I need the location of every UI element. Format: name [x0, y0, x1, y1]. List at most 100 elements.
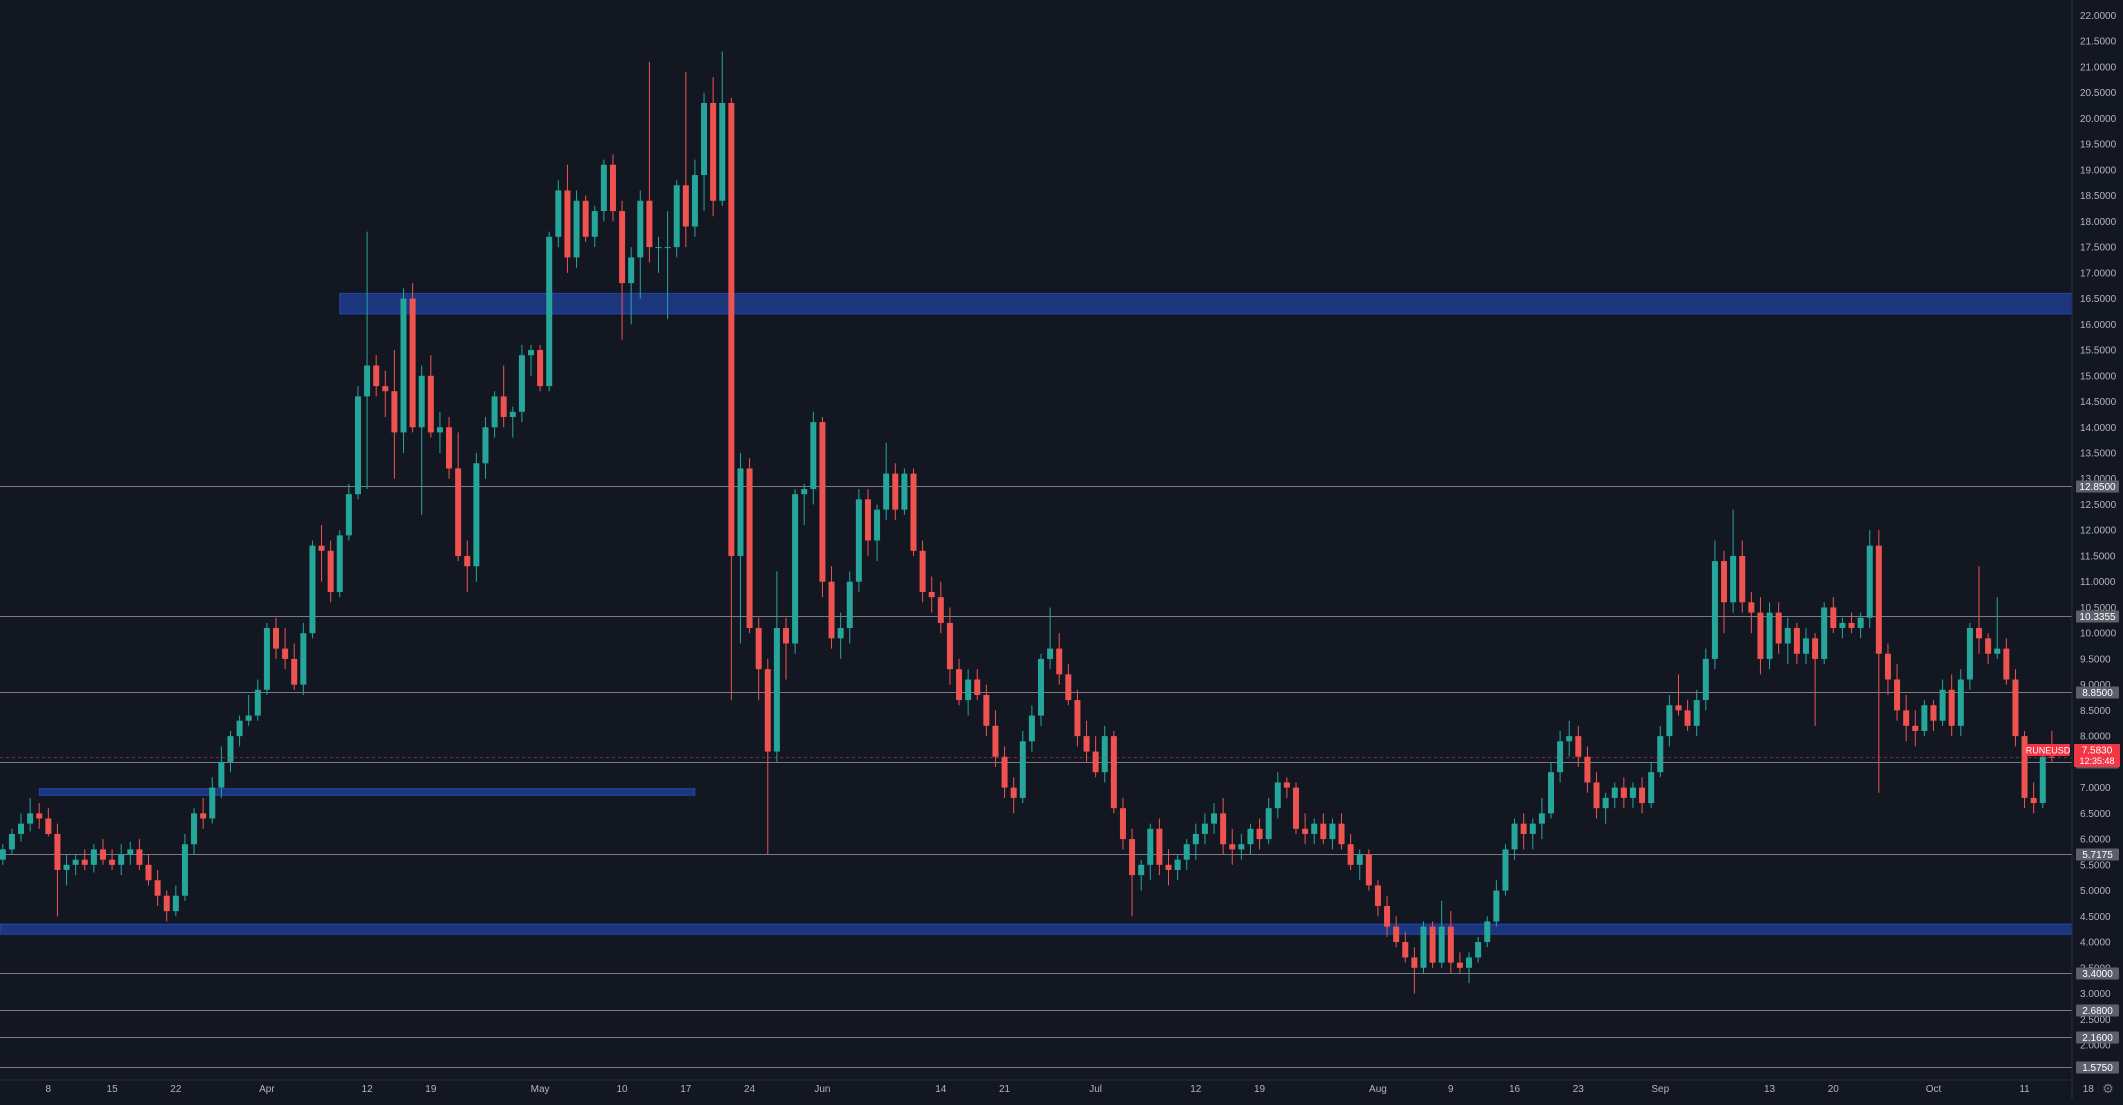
candle-87 — [792, 489, 799, 654]
candle-91 — [828, 566, 835, 649]
candle-102 — [928, 576, 935, 613]
candle-48 — [436, 411, 443, 454]
candle-body — [200, 813, 207, 819]
candle-body — [1429, 926, 1436, 963]
candle-122 — [1110, 730, 1117, 814]
candle-body — [1074, 700, 1081, 737]
candle-220 — [2003, 638, 2010, 685]
y-tick-34: 5.0000 — [2080, 886, 2111, 897]
candle-81 — [737, 453, 744, 644]
candle-body — [1138, 864, 1145, 876]
candle-21 — [191, 808, 198, 855]
candle-58 — [528, 344, 535, 376]
chart-settings-icon[interactable]: ⚙ — [2102, 1081, 2114, 1096]
candle-221 — [2012, 669, 2019, 747]
y-tick-1: 21.5000 — [2080, 37, 2117, 48]
candle-114 — [1037, 653, 1044, 726]
candle-body — [1693, 700, 1700, 726]
candle-body — [1711, 561, 1718, 659]
candle-76 — [691, 159, 698, 237]
candle-196 — [1784, 617, 1791, 665]
candle-185 — [1684, 700, 1691, 731]
candle-131 — [1192, 823, 1199, 860]
candle-body — [464, 555, 471, 567]
candle-body — [236, 720, 243, 737]
candle-15 — [136, 839, 143, 870]
x-tick-3: Apr — [259, 1084, 275, 1095]
candle-167 — [1520, 813, 1527, 850]
candle-body — [318, 545, 325, 551]
candle-body — [1010, 787, 1017, 798]
candle-17 — [154, 869, 161, 907]
level-tag-0 — [2076, 480, 2119, 493]
candle-body — [1484, 921, 1491, 943]
candle-62 — [564, 164, 571, 273]
candle-212 — [1930, 700, 1937, 731]
candle-148 — [1347, 833, 1354, 870]
candle-142 — [1292, 782, 1299, 834]
price-axis[interactable] — [2072, 0, 2123, 1080]
time-axis-ticks[interactable]: 8 15 22 Apr 12 19 May 10 17 24 Jun 14 21 Jul 12 19 Aug 9 1… — [46, 1084, 2095, 1095]
candle-193 — [1757, 597, 1764, 675]
candle-body — [1629, 787, 1636, 798]
candle-body — [345, 494, 352, 536]
x-tick-0: 8 — [46, 1084, 52, 1095]
candle-body — [291, 658, 298, 685]
candle-body — [1511, 823, 1518, 850]
candle-158 — [1438, 900, 1445, 968]
candle-body — [2030, 797, 2037, 804]
candle-32 — [291, 643, 298, 690]
x-tick-2: 22 — [170, 1084, 182, 1095]
candle-body — [1912, 725, 1919, 731]
candle-body — [719, 102, 726, 201]
candle-105 — [956, 658, 963, 706]
candle-38 — [345, 483, 352, 541]
candle-body — [354, 396, 361, 495]
candle-133 — [1211, 803, 1218, 834]
candle-body — [263, 628, 270, 690]
horizontal-levels[interactable] — [0, 486, 2072, 1068]
candle-89 — [810, 411, 817, 505]
candle-216 — [1966, 622, 1973, 690]
candle-0 — [0, 844, 6, 865]
candle-body — [1994, 648, 2001, 654]
candle-150 — [1365, 849, 1372, 891]
candle-57 — [518, 344, 525, 423]
candle-body — [1302, 828, 1309, 834]
zone-1[interactable] — [38, 788, 696, 796]
candle-body — [1129, 839, 1136, 876]
y-tick-24: 10.0000 — [2080, 629, 2117, 640]
candle-63 — [573, 190, 580, 268]
candle-36 — [327, 540, 334, 603]
candle-body — [1283, 782, 1290, 788]
zone-0[interactable] — [339, 292, 2073, 315]
candle-body — [737, 468, 744, 556]
zone-2[interactable] — [0, 923, 2073, 935]
candle-134 — [1220, 797, 1227, 855]
candle-body — [1730, 555, 1737, 603]
candle-body — [1675, 705, 1682, 711]
candle-body — [254, 689, 261, 716]
candle-body — [1356, 854, 1363, 865]
candle-85 — [773, 571, 780, 762]
candle-3 — [27, 797, 34, 832]
candle-163 — [1484, 916, 1491, 948]
candle-96 — [874, 504, 881, 562]
candle-body — [1265, 808, 1272, 840]
candle-65 — [591, 205, 598, 248]
candle-body — [901, 473, 908, 510]
candle-178 — [1620, 777, 1627, 809]
y-tick-5: 19.5000 — [2080, 140, 2117, 151]
candle-body — [874, 509, 881, 541]
candle-body — [810, 422, 817, 490]
candle-body — [1839, 622, 1846, 629]
candle-body — [701, 102, 708, 176]
candle-119 — [1083, 720, 1090, 762]
candle-body — [937, 597, 944, 623]
candle-110 — [1001, 746, 1008, 798]
candle-body — [600, 164, 607, 212]
candle-body — [573, 200, 580, 258]
candle-16 — [145, 854, 152, 886]
